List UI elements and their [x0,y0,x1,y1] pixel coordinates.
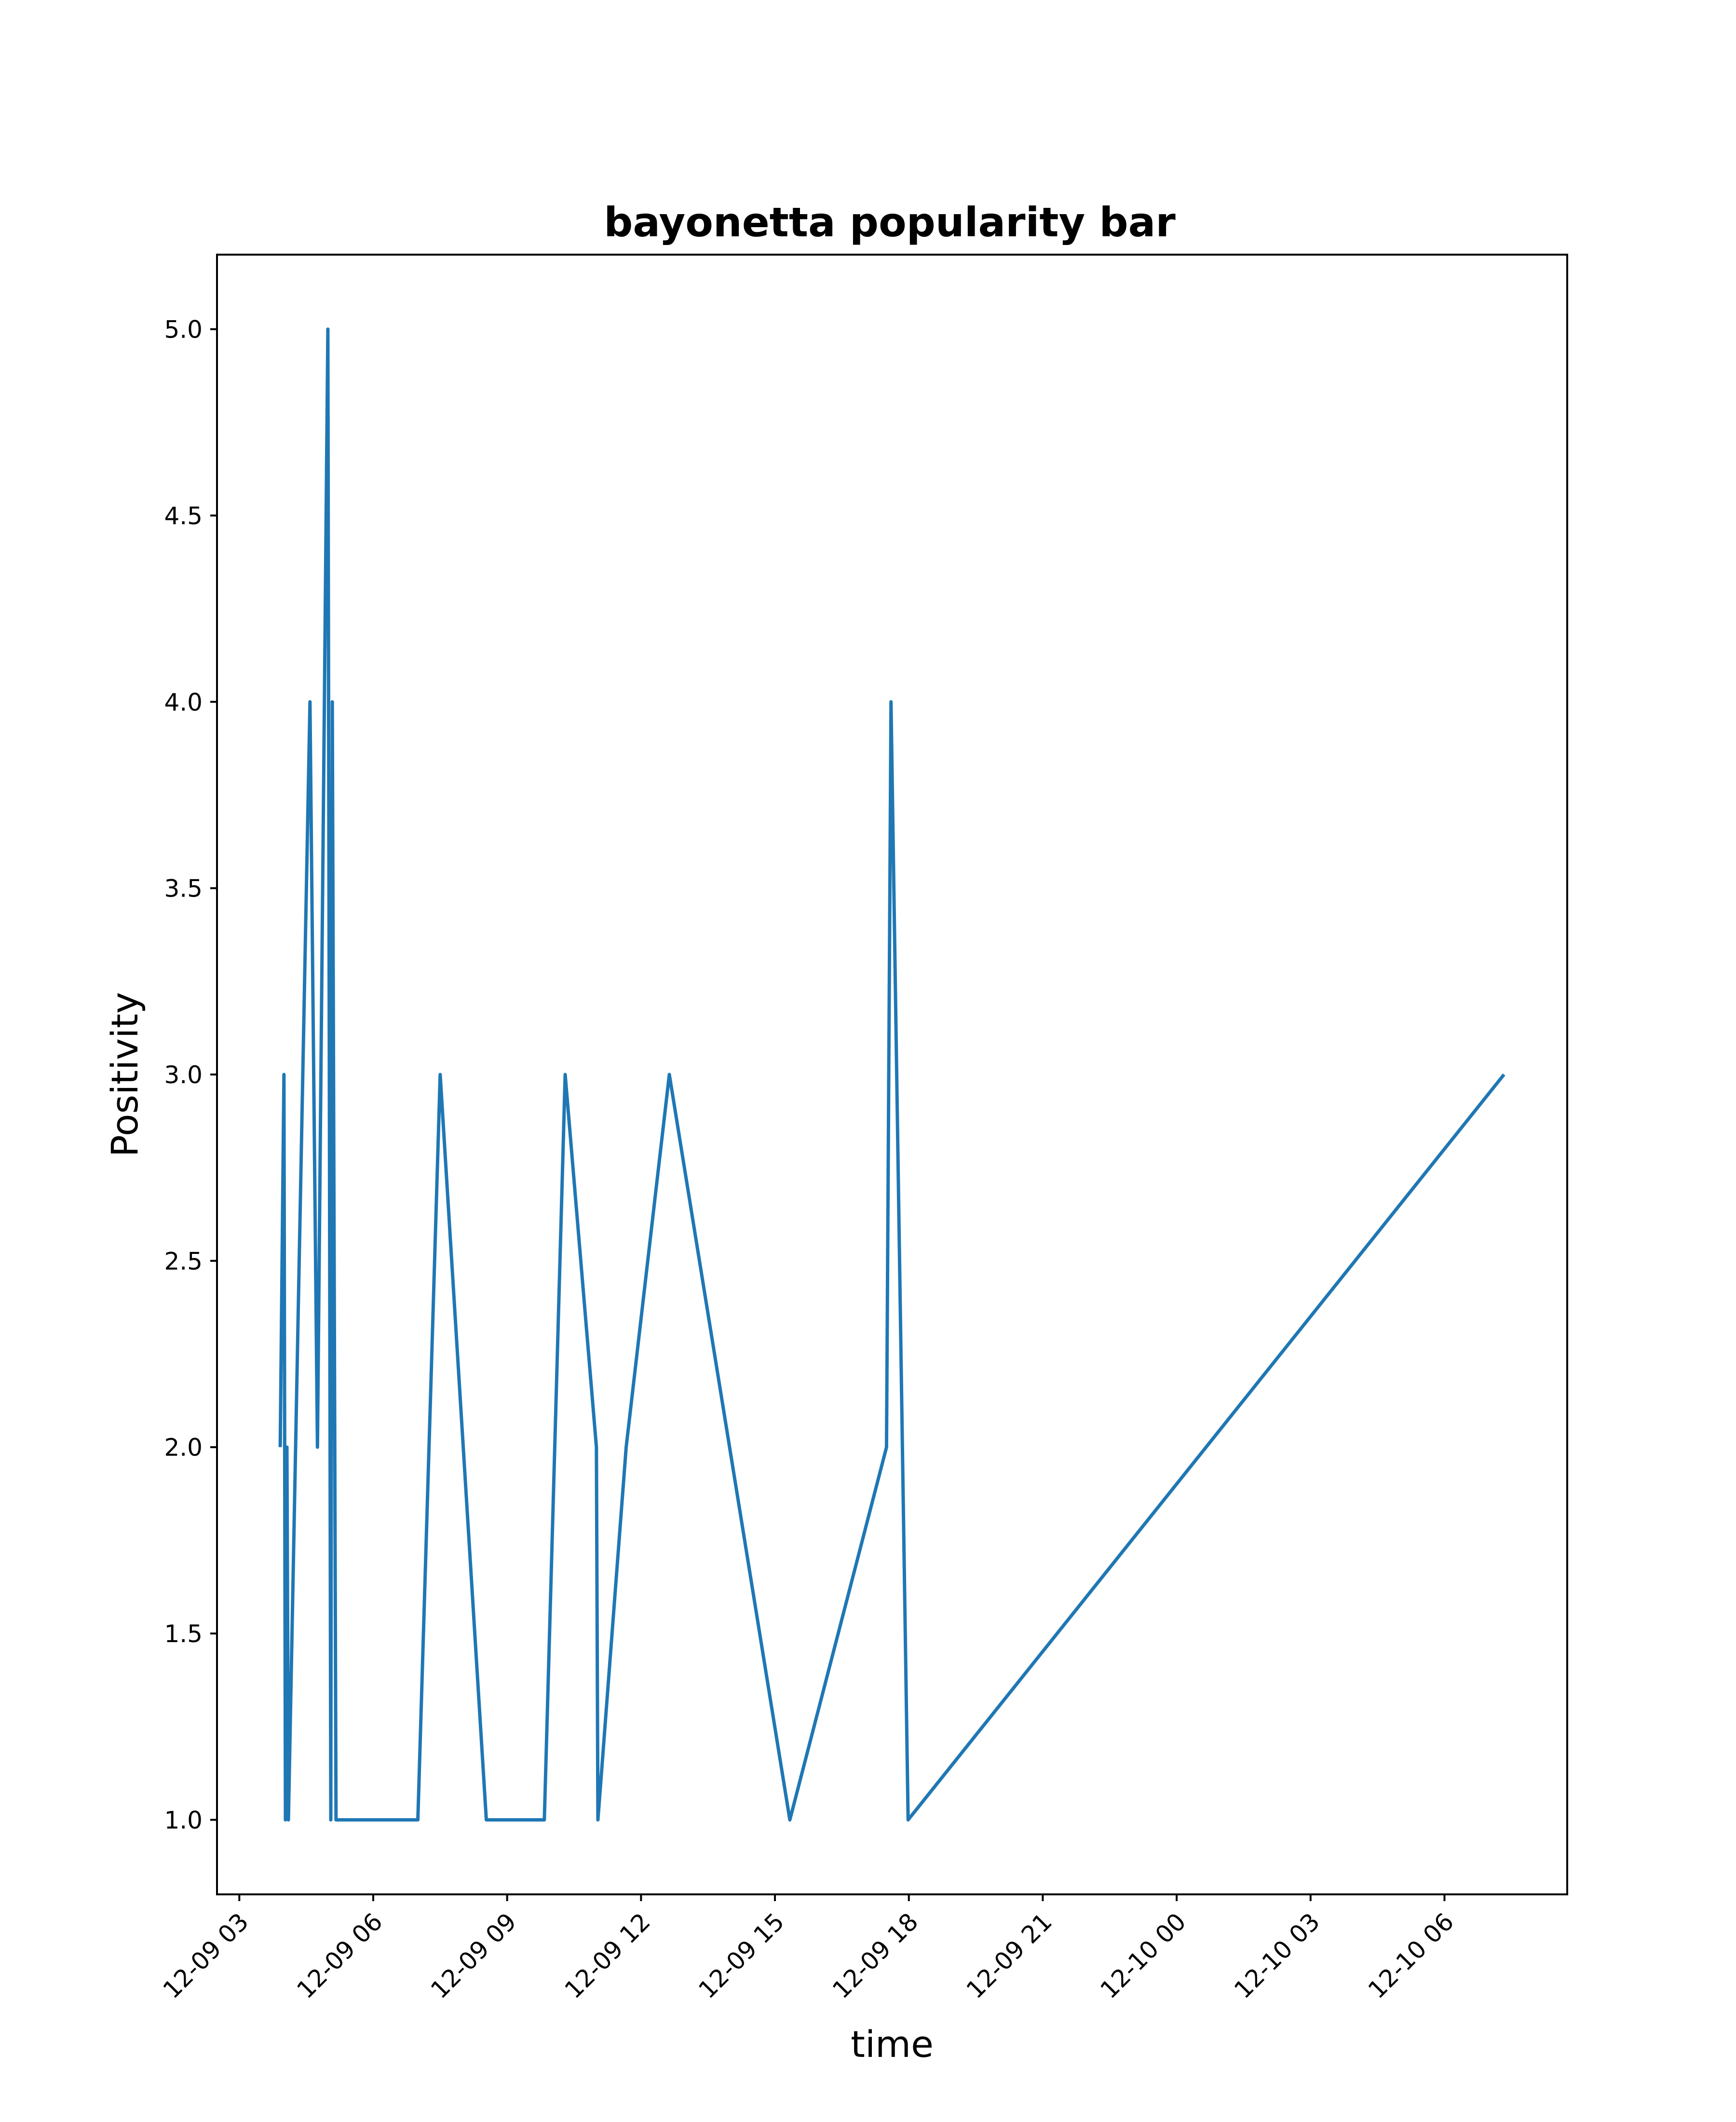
x-tick-label: 12-09 09 [425,1907,522,2004]
y-tick-label: 5.0 [164,316,203,344]
y-tick-label: 3.5 [164,875,203,903]
series-line [278,327,1505,1822]
x-tick-label: 12-09 21 [961,1907,1058,2004]
x-tick-label: 12-09 03 [158,1907,254,2004]
y-tick-label: 2.0 [164,1434,203,1462]
y-tick-label: 2.5 [164,1247,203,1275]
x-axis-label: time [851,2023,934,2066]
x-tick-label: 12-10 06 [1363,1907,1459,2004]
y-tick-label: 1.5 [164,1620,203,1648]
chart-title: bayonetta popularity bar [604,199,1176,246]
x-tick-label: 12-09 12 [559,1907,656,2004]
y-axis-label: Positivity [103,992,146,1157]
x-tick-label: 12-09 06 [291,1907,388,2004]
x-axis: 12-09 03 12-09 06 12-09 09 12-09 12 12-09 15… [158,1894,1459,2004]
x-tick-label: 12-09 15 [693,1907,790,2004]
y-tick-label: 4.5 [164,502,203,530]
series-layer [278,327,1505,1822]
y-tick-label: 3.0 [164,1061,203,1089]
y-axis: 1.0 1.5 2.0 2.5 3.0 3.5 4.0 4.5 5.0 [164,316,217,1834]
x-tick-label: 12-09 18 [827,1907,923,2004]
y-tick-label: 1.0 [164,1806,203,1834]
x-tick-label: 12-10 00 [1095,1907,1192,2004]
plot-area [216,254,1568,1895]
x-tick-label: 12-10 03 [1229,1907,1325,2004]
y-tick-label: 4.0 [164,688,203,716]
